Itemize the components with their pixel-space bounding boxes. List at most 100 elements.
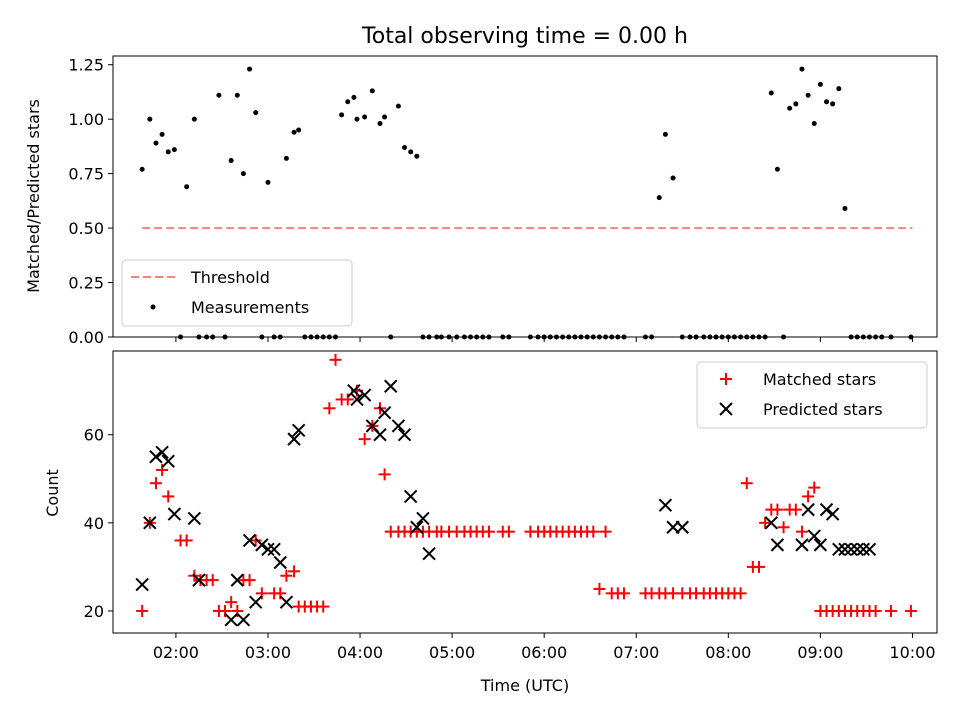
predicted-star-point xyxy=(261,542,275,556)
predicted-star-point xyxy=(357,388,372,402)
predicted-star-point xyxy=(416,511,430,526)
measurement-point xyxy=(139,166,145,172)
top-y-tick-label: 1.00 xyxy=(68,110,104,129)
legend-measurements-swatch xyxy=(150,304,156,310)
matched-star-point xyxy=(740,477,753,490)
bottom-y-axis-label: Count xyxy=(43,469,62,517)
bottom-y-tick-label: 20 xyxy=(84,602,104,621)
measurement-point xyxy=(836,86,842,92)
bottom-x-tick-label: 09:00 xyxy=(797,643,843,662)
bottom-x-tick-label: 02:00 xyxy=(153,643,199,662)
top-y-tick-label: 0.25 xyxy=(68,274,104,293)
predicted-star-point xyxy=(230,573,244,587)
matched-star-point xyxy=(249,534,262,547)
predicted-star-point xyxy=(242,533,257,548)
predicted-star-point xyxy=(187,511,202,526)
matched-star-point xyxy=(502,525,515,538)
matched-star-point xyxy=(206,574,219,587)
bottom-x-tick-label: 07:00 xyxy=(613,643,659,662)
predicted-star-point xyxy=(350,392,364,407)
predicted-star-point xyxy=(167,507,182,521)
matched-star-point xyxy=(808,481,821,494)
predicted-star-point xyxy=(373,428,387,442)
top-ratio-panel: Total observing time = 0.00 h 0.000.250.… xyxy=(24,24,938,347)
predicted-star-point xyxy=(801,502,815,517)
measurement-point xyxy=(339,112,345,118)
measurement-point xyxy=(216,92,222,98)
predicted-star-point xyxy=(807,529,821,543)
predicted-star-point xyxy=(410,520,424,534)
predicted-star-point xyxy=(248,595,263,609)
predicted-star-point xyxy=(236,613,251,627)
bottom-count-panel: 20 40 60 02:00 03:00 04:00 05:00 06:00 07:00 08:… xyxy=(43,350,938,695)
matched-star-point xyxy=(280,569,293,582)
matched-star-point xyxy=(789,503,802,516)
predicted-star-point xyxy=(770,538,785,552)
measurement-point xyxy=(662,131,668,137)
matched-star-point xyxy=(482,525,495,538)
bottom-x-tick-label: 04:00 xyxy=(337,643,383,662)
top-y-tick-label: 0.00 xyxy=(68,328,104,347)
measurement-point xyxy=(382,114,388,120)
predicted-star-point xyxy=(224,613,238,627)
legend-matched-label: Matched stars xyxy=(763,370,876,389)
measurement-point xyxy=(283,155,289,161)
predicted-star-point xyxy=(856,542,871,556)
matched-star-point xyxy=(617,587,630,600)
matched-star-point xyxy=(802,490,815,503)
top-plot-frame xyxy=(112,55,938,338)
bottom-y-tick-label: 60 xyxy=(84,426,104,445)
matched-star-point xyxy=(904,604,917,617)
predicted-star-point xyxy=(384,379,398,393)
top-plot-area xyxy=(139,66,914,340)
matched-star-point xyxy=(795,525,808,538)
predicted-star-point xyxy=(813,538,828,552)
measurement-point xyxy=(296,127,302,133)
matched-star-point xyxy=(136,604,149,617)
top-y-axis-label: Matched/Predicted stars xyxy=(24,99,43,293)
legend-matched-swatch xyxy=(720,373,732,385)
measurement-point xyxy=(414,153,420,159)
legend-measurements-label: Measurements xyxy=(191,298,309,317)
predicted-star-point xyxy=(291,423,306,438)
bottom-legend: Matched stars Predicted stars xyxy=(696,361,928,429)
bottom-x-tick-label: 05:00 xyxy=(429,643,475,662)
predicted-star-point xyxy=(377,405,392,420)
predicted-star-point xyxy=(279,595,294,609)
bottom-x-axis-label: Time (UTC) xyxy=(480,676,569,695)
matched-star-point xyxy=(329,353,342,366)
predicted-star-point xyxy=(819,502,834,517)
measurement-point xyxy=(811,121,817,127)
predicted-star-point xyxy=(422,546,436,561)
measurement-point xyxy=(234,92,240,98)
predicted-star-point xyxy=(161,454,175,468)
measurement-point xyxy=(402,144,408,150)
predicted-star-point xyxy=(832,542,846,556)
top-y-tick-label: 0.50 xyxy=(68,219,104,238)
top-y-ticks: 0.00 0.25 0.50 0.75 1.00 1.25 xyxy=(68,56,113,347)
measurement-point xyxy=(799,66,805,72)
measurement-point xyxy=(774,166,780,172)
legend-predicted-label: Predicted stars xyxy=(763,400,883,419)
top-legend-box xyxy=(121,259,353,327)
measurement-point xyxy=(228,158,234,164)
predicted-star-point xyxy=(155,445,169,460)
matched-star-point xyxy=(759,516,772,529)
bottom-x-tick-label: 08:00 xyxy=(705,643,751,662)
matched-star-point xyxy=(225,596,238,609)
matched-star-point xyxy=(587,525,600,538)
matched-star-point xyxy=(149,477,162,490)
predicted-star-point xyxy=(844,542,858,556)
measurement-point xyxy=(842,205,848,211)
bottom-x-ticks: 02:00 03:00 04:00 05:00 06:00 07:00 08:00 09:00… xyxy=(153,633,936,662)
top-legend: Threshold Measurements xyxy=(121,259,353,327)
measurement-point xyxy=(165,149,171,155)
matched-star-point xyxy=(753,560,766,573)
bottom-x-tick-label: 10:00 xyxy=(889,643,935,662)
measurement-point xyxy=(351,94,357,100)
legend-threshold-label: Threshold xyxy=(190,268,270,287)
predicted-star-point xyxy=(273,555,287,570)
bottom-legend-box xyxy=(696,361,928,429)
